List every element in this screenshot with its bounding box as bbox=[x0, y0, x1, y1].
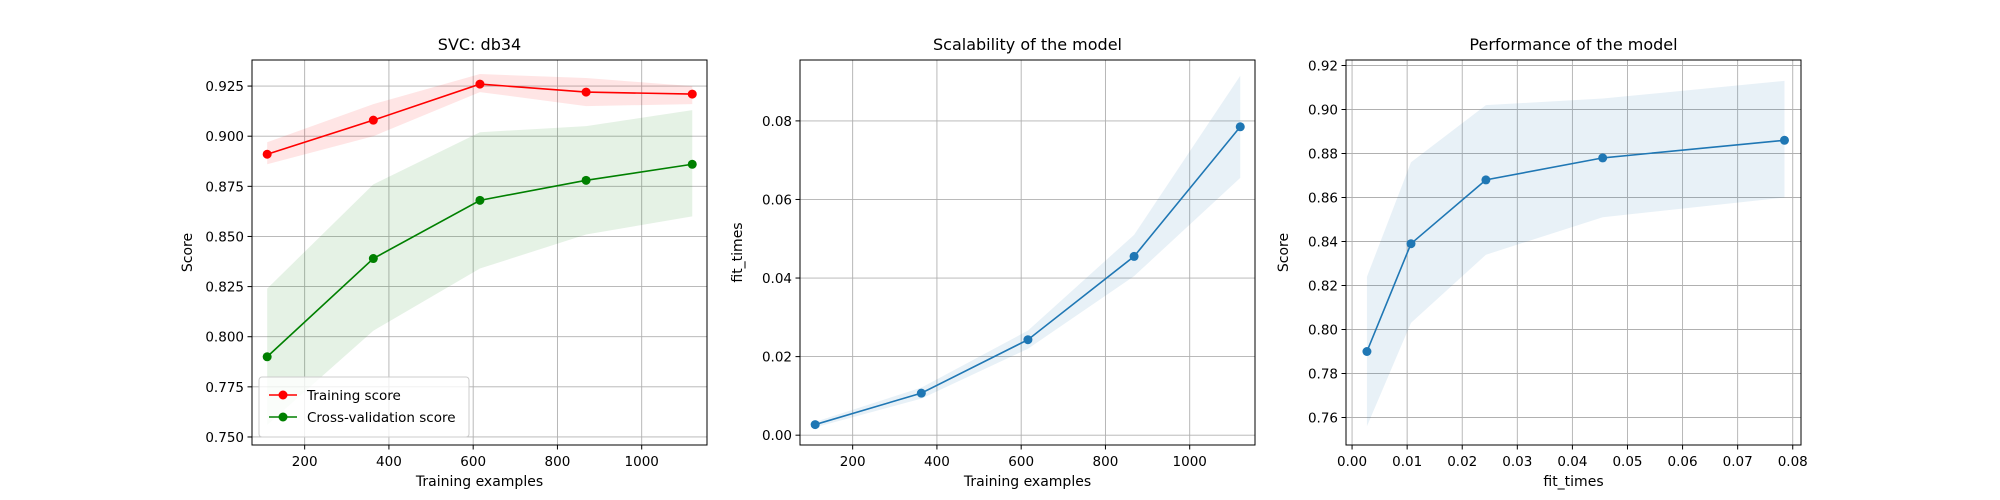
x-tick-label: 0.04 bbox=[1557, 454, 1587, 470]
x-tick-label: 0.05 bbox=[1612, 454, 1642, 470]
x-tick-label: 0.00 bbox=[1337, 454, 1367, 470]
data-point bbox=[262, 352, 272, 362]
legend-dot-training bbox=[278, 390, 288, 400]
y-tick-label: 0.06 bbox=[762, 192, 792, 208]
y-tick-label: 0.900 bbox=[205, 129, 244, 145]
x-tick-label: 0.01 bbox=[1392, 454, 1422, 470]
data-point bbox=[1481, 175, 1491, 185]
data-point bbox=[581, 87, 591, 97]
y-tick-label: 0.80 bbox=[1308, 323, 1338, 339]
x-tick-label: 400 bbox=[924, 454, 950, 470]
y-axis-label: fit_times bbox=[730, 222, 746, 282]
data-point bbox=[1129, 251, 1139, 261]
data-point bbox=[262, 149, 272, 159]
chart-title: Scalability of the model bbox=[933, 35, 1122, 54]
data-point bbox=[1023, 335, 1033, 345]
x-axis-label: Training examples bbox=[963, 474, 1091, 490]
confidence-band bbox=[815, 75, 1241, 428]
x-tick-label: 1000 bbox=[625, 454, 659, 470]
legend-box bbox=[258, 376, 470, 438]
x-axis-label: fit_times bbox=[1543, 474, 1603, 490]
plot-frame bbox=[799, 59, 1256, 446]
y-tick-label: 0.84 bbox=[1308, 235, 1338, 251]
data-point bbox=[368, 254, 378, 264]
y-tick-label: 0.02 bbox=[762, 350, 792, 366]
y-tick-label: 0.76 bbox=[1308, 411, 1338, 427]
data-point bbox=[581, 175, 591, 185]
x-tick-label: 200 bbox=[840, 454, 866, 470]
x-tick-label: 0.02 bbox=[1447, 454, 1477, 470]
y-axis-label: Score bbox=[1276, 233, 1292, 272]
plot-frame bbox=[1345, 59, 1802, 446]
y-tick-label: 0.78 bbox=[1308, 367, 1338, 383]
y-tick-label: 0.875 bbox=[205, 179, 244, 195]
y-axis-label: Score bbox=[180, 233, 196, 272]
x-axis-label: Training examples bbox=[415, 474, 543, 490]
data-point bbox=[1406, 239, 1416, 249]
legend: Training score Cross-validation score bbox=[258, 376, 470, 438]
data-point bbox=[368, 115, 378, 125]
y-tick-label: 0.92 bbox=[1308, 59, 1338, 75]
x-tick-label: 600 bbox=[460, 454, 486, 470]
x-tick-label: 0.07 bbox=[1723, 454, 1753, 470]
x-tick-label: 800 bbox=[545, 454, 571, 470]
confidence-band bbox=[267, 74, 693, 165]
data-point bbox=[810, 420, 820, 430]
data-point bbox=[1235, 122, 1245, 132]
data-point bbox=[687, 89, 697, 99]
y-tick-label: 0.850 bbox=[205, 229, 244, 245]
data-point bbox=[475, 195, 485, 205]
x-tick-label: 400 bbox=[376, 454, 402, 470]
chart-title: Performance of the model bbox=[1469, 35, 1677, 54]
x-tick-label: 1000 bbox=[1173, 454, 1207, 470]
y-tick-label: 0.00 bbox=[762, 428, 792, 444]
x-tick-label: 0.08 bbox=[1778, 454, 1808, 470]
y-tick-label: 0.825 bbox=[205, 280, 244, 296]
data-point bbox=[1598, 153, 1608, 163]
confidence-band bbox=[1366, 80, 1785, 427]
x-tick-label: 200 bbox=[292, 454, 318, 470]
data-point bbox=[687, 159, 697, 169]
y-tick-label: 0.86 bbox=[1308, 191, 1338, 207]
legend-label-cross-validation: Cross-validation score bbox=[307, 410, 456, 426]
learning-curve-panel: 200 400 600 800 1000 0.750 0.775 0.800 0.825 0.85… bbox=[180, 35, 708, 490]
y-tick-label: 0.90 bbox=[1308, 103, 1338, 119]
performance-panel: 0.00 0.01 0.02 0.03 0.04 0.05 0.06 0.07 0.08 0.76… bbox=[1276, 35, 1808, 490]
data-point bbox=[475, 79, 485, 89]
confidence-band bbox=[267, 110, 693, 425]
y-tick-label: 0.08 bbox=[762, 114, 792, 130]
legend-label-training: Training score bbox=[306, 388, 401, 404]
y-tick-label: 0.04 bbox=[762, 271, 792, 287]
plot-frame bbox=[251, 59, 708, 446]
x-tick-label: 600 bbox=[1008, 454, 1034, 470]
x-tick-label: 0.03 bbox=[1502, 454, 1532, 470]
chart-title: SVC: db34 bbox=[438, 35, 521, 54]
y-tick-label: 0.800 bbox=[205, 330, 244, 346]
y-tick-label: 0.82 bbox=[1308, 279, 1338, 295]
data-point bbox=[1362, 347, 1372, 356]
y-tick-label: 0.88 bbox=[1308, 147, 1338, 163]
x-tick-label: 0.06 bbox=[1668, 454, 1698, 470]
data-point bbox=[916, 388, 926, 398]
scalability-panel: 200 400 600 800 1000 0.00 0.02 0.04 0.06 0.08 Sca… bbox=[730, 35, 1256, 490]
y-tick-label: 0.925 bbox=[205, 79, 244, 95]
x-tick-label: 800 bbox=[1093, 454, 1119, 470]
y-tick-label: 0.775 bbox=[205, 380, 244, 396]
legend-dot-cross-validation bbox=[278, 412, 288, 422]
y-tick-label: 0.750 bbox=[205, 430, 244, 446]
data-point bbox=[1779, 135, 1789, 145]
